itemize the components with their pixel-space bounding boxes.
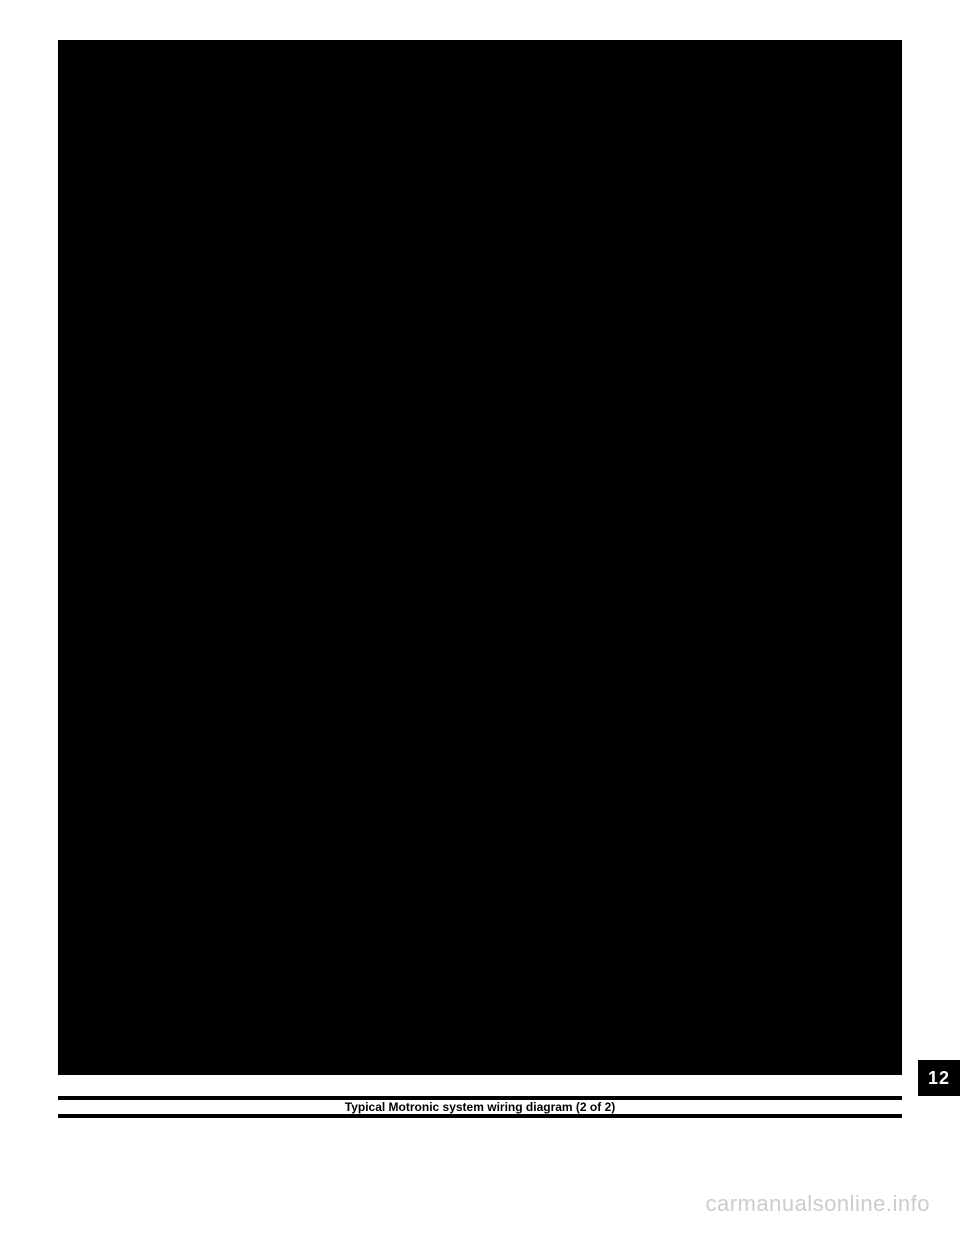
caption-bar: Typical Motronic system wiring diagram (… [58, 1096, 902, 1118]
page-number: 12 [928, 1068, 950, 1089]
page-content: 12 Typical Motronic system wiring diagra… [0, 0, 960, 1235]
watermark: carmanualsonline.info [705, 1191, 930, 1217]
caption-text: Typical Motronic system wiring diagram (… [345, 1100, 616, 1114]
wiring-diagram-image [58, 40, 902, 1075]
page-number-tab: 12 [918, 1060, 960, 1096]
